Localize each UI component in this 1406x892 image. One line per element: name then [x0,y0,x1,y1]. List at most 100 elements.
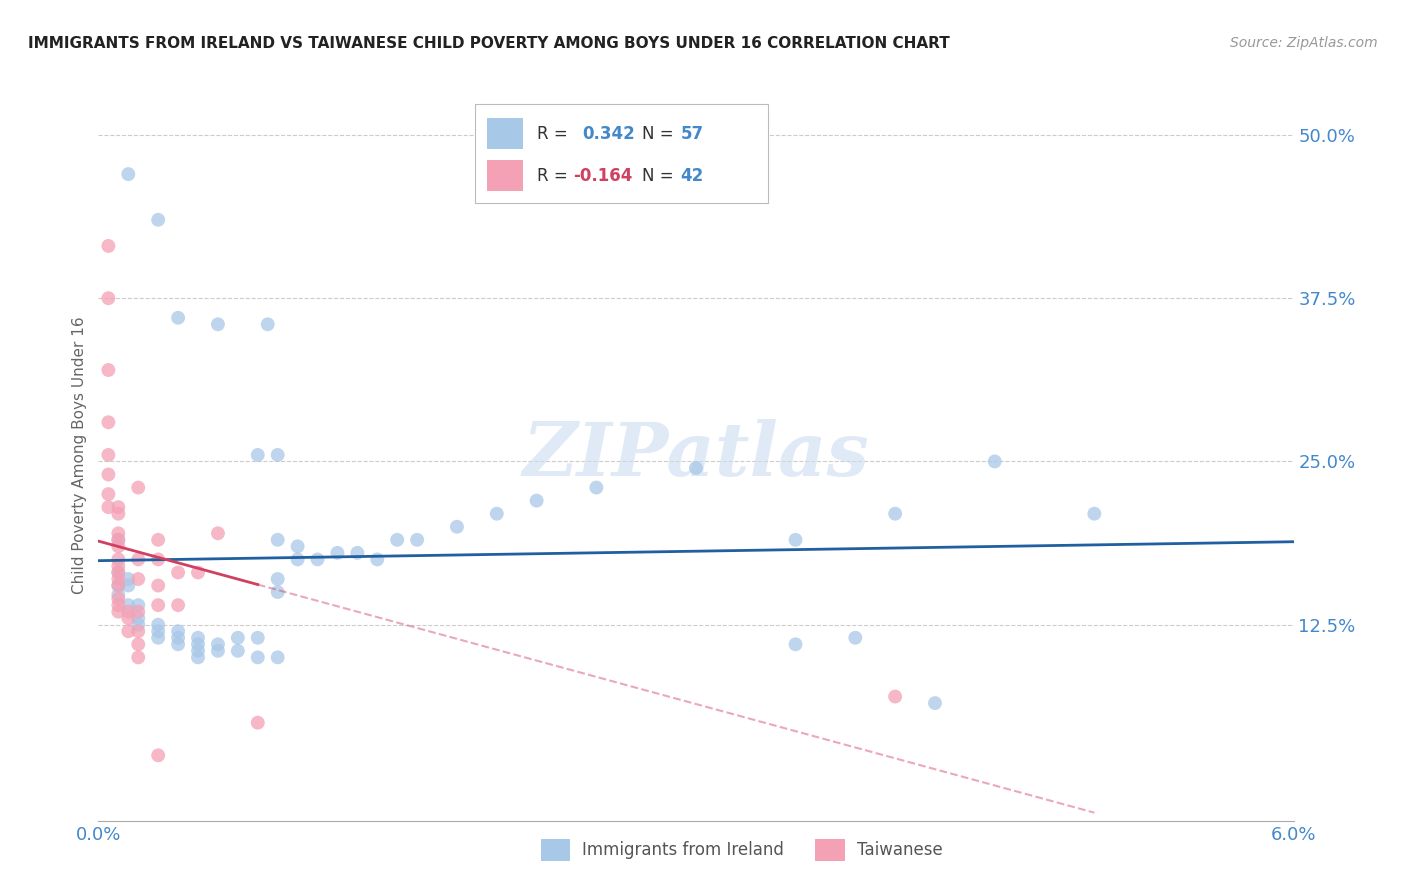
Point [107,588,129,602]
Point [585,481,607,495]
Point [307,552,329,566]
Point [785,533,807,547]
Point [256,318,278,332]
Point [167,566,190,580]
Text: 0.342: 0.342 [582,125,636,143]
Point [107,539,129,553]
Text: -0.164: -0.164 [572,167,633,185]
Point [148,748,170,763]
Point [167,631,190,645]
Point [207,318,229,332]
Point [107,578,129,592]
Bar [815,838,845,861]
Point [127,572,149,586]
Point [97,487,120,501]
Point [148,578,170,592]
Point [97,415,120,429]
Point [117,624,139,639]
Point [226,631,249,645]
Point [127,481,149,495]
Point [148,598,170,612]
Point [97,500,120,515]
Point [117,598,139,612]
Point [346,546,368,560]
Point [107,566,129,580]
Point [924,696,946,710]
Point [385,533,409,547]
Point [246,448,269,462]
Point [267,533,290,547]
Text: N =: N = [643,167,679,185]
Point [107,552,129,566]
Point [207,637,229,651]
Point [167,637,190,651]
Bar [486,161,523,191]
Point [187,644,209,658]
Text: IMMIGRANTS FROM IRELAND VS TAIWANESE CHILD POVERTY AMONG BOYS UNDER 16 CORRELATI: IMMIGRANTS FROM IRELAND VS TAIWANESE CHI… [28,36,950,51]
Point [366,552,388,566]
Point [167,598,190,612]
Point [117,167,139,181]
Point [97,448,120,462]
Point [107,526,129,541]
Point [406,533,429,547]
Point [267,585,290,599]
Point [127,611,149,625]
Point [884,507,907,521]
Text: N =: N = [643,125,679,143]
Text: R =: R = [537,167,574,185]
Point [127,637,149,651]
Point [785,637,807,651]
Text: Taiwanese: Taiwanese [858,841,943,859]
Bar [475,103,768,202]
Point [97,239,120,253]
Point [844,631,866,645]
Point [107,558,129,573]
Bar [486,119,523,149]
Point [127,624,149,639]
Point [685,461,707,475]
Point [107,605,129,619]
Text: ZIPatlas: ZIPatlas [523,418,869,491]
Point [167,310,190,325]
Point [117,578,139,592]
Point [117,611,139,625]
Point [127,617,149,632]
Point [267,650,290,665]
Point [107,572,129,586]
Point [127,598,149,612]
Point [246,631,269,645]
Point [884,690,907,704]
Point [207,526,229,541]
Point [326,546,349,560]
Point [107,566,129,580]
Point [246,715,269,730]
Point [107,500,129,515]
Point [97,363,120,377]
Point [107,533,129,547]
Point [97,291,120,305]
Point [226,644,249,658]
Point [148,552,170,566]
Point [148,624,170,639]
Point [167,624,190,639]
Point [287,539,309,553]
Point [187,566,209,580]
Point [97,467,120,482]
Point [107,533,129,547]
Point [107,591,129,606]
Point [127,650,149,665]
Text: 42: 42 [681,167,703,185]
Point [148,617,170,632]
Point [1083,507,1105,521]
Text: Source: ZipAtlas.com: Source: ZipAtlas.com [1230,36,1378,50]
Point [117,572,139,586]
Point [148,631,170,645]
Point [187,650,209,665]
Point [446,520,468,534]
Text: R =: R = [537,125,574,143]
Point [117,605,139,619]
Text: 57: 57 [681,125,703,143]
Point [207,644,229,658]
Point [267,448,290,462]
